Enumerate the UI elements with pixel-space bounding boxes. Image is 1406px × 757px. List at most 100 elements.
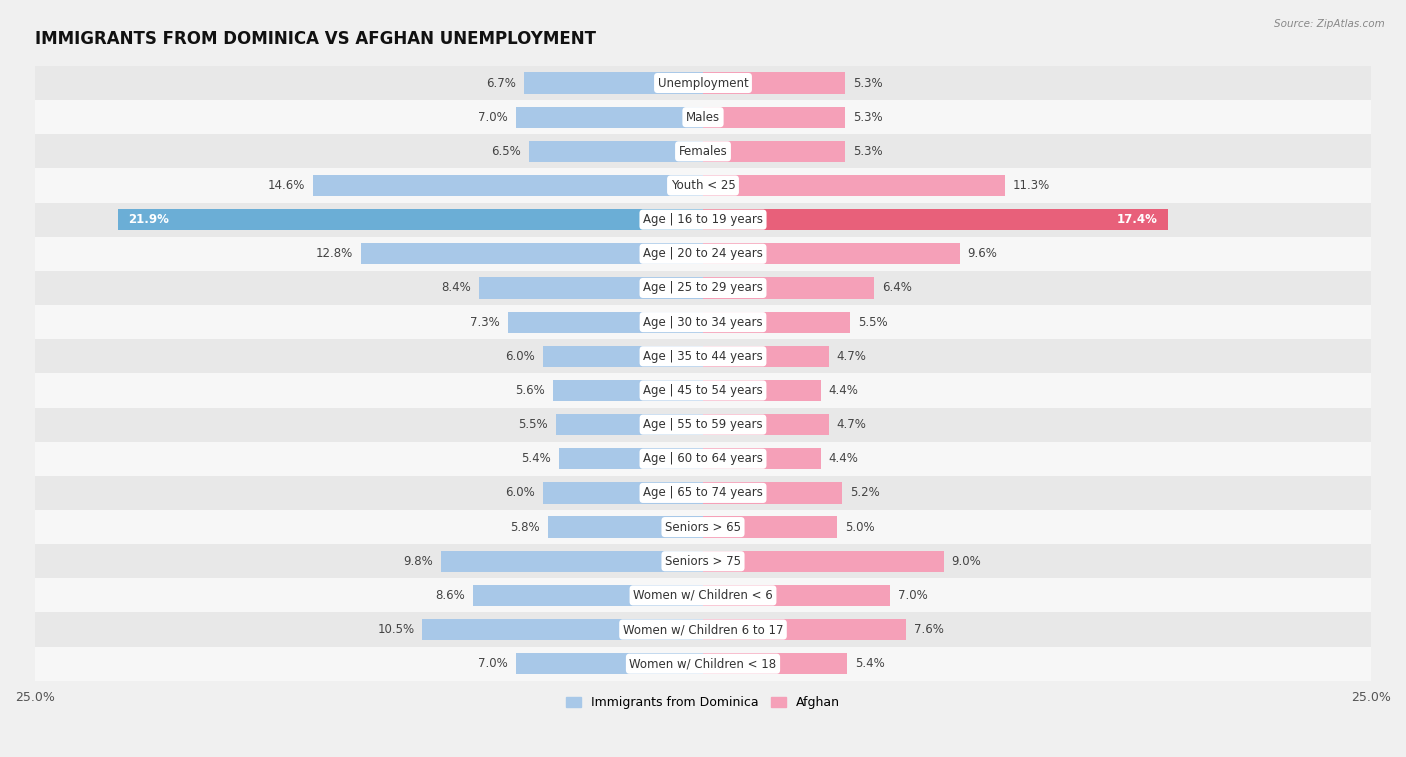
Text: 6.5%: 6.5% bbox=[492, 145, 522, 157]
Text: 17.4%: 17.4% bbox=[1116, 213, 1157, 226]
Bar bbox=[703, 243, 959, 264]
Bar bbox=[703, 516, 837, 537]
Bar bbox=[361, 243, 703, 264]
Bar bbox=[703, 448, 821, 469]
Bar bbox=[35, 612, 1371, 646]
Bar bbox=[703, 141, 845, 162]
Text: 12.8%: 12.8% bbox=[316, 248, 353, 260]
Text: 7.0%: 7.0% bbox=[478, 657, 508, 670]
Bar bbox=[474, 585, 703, 606]
Bar bbox=[516, 107, 703, 128]
Text: 9.8%: 9.8% bbox=[404, 555, 433, 568]
Bar bbox=[35, 510, 1371, 544]
Text: Age | 20 to 24 years: Age | 20 to 24 years bbox=[643, 248, 763, 260]
Text: Age | 45 to 54 years: Age | 45 to 54 years bbox=[643, 384, 763, 397]
Text: 5.5%: 5.5% bbox=[858, 316, 887, 329]
Text: 4.4%: 4.4% bbox=[828, 384, 859, 397]
Text: Females: Females bbox=[679, 145, 727, 157]
Text: IMMIGRANTS FROM DOMINICA VS AFGHAN UNEMPLOYMENT: IMMIGRANTS FROM DOMINICA VS AFGHAN UNEMP… bbox=[35, 30, 596, 48]
Text: 8.6%: 8.6% bbox=[436, 589, 465, 602]
Legend: Immigrants from Dominica, Afghan: Immigrants from Dominica, Afghan bbox=[561, 691, 845, 714]
Text: Women w/ Children < 18: Women w/ Children < 18 bbox=[630, 657, 776, 670]
Bar bbox=[35, 578, 1371, 612]
Text: 8.4%: 8.4% bbox=[440, 282, 471, 294]
Text: 5.3%: 5.3% bbox=[852, 76, 883, 89]
Bar bbox=[703, 585, 890, 606]
Text: 5.4%: 5.4% bbox=[522, 452, 551, 466]
Bar bbox=[35, 271, 1371, 305]
Bar bbox=[35, 168, 1371, 203]
Text: 6.0%: 6.0% bbox=[505, 487, 534, 500]
Text: 7.0%: 7.0% bbox=[478, 111, 508, 123]
Text: Age | 16 to 19 years: Age | 16 to 19 years bbox=[643, 213, 763, 226]
Bar bbox=[703, 619, 905, 640]
Bar bbox=[703, 277, 875, 298]
Bar bbox=[703, 482, 842, 503]
Bar bbox=[118, 209, 703, 230]
Bar bbox=[555, 414, 703, 435]
Bar bbox=[35, 476, 1371, 510]
Bar bbox=[478, 277, 703, 298]
Bar bbox=[558, 448, 703, 469]
Bar bbox=[703, 312, 851, 333]
Text: Age | 25 to 29 years: Age | 25 to 29 years bbox=[643, 282, 763, 294]
Bar bbox=[35, 203, 1371, 237]
Bar bbox=[703, 107, 845, 128]
Text: 6.4%: 6.4% bbox=[882, 282, 912, 294]
Text: Age | 55 to 59 years: Age | 55 to 59 years bbox=[643, 418, 763, 431]
Text: 5.3%: 5.3% bbox=[852, 145, 883, 157]
Bar bbox=[548, 516, 703, 537]
Text: 5.8%: 5.8% bbox=[510, 521, 540, 534]
Text: Age | 65 to 74 years: Age | 65 to 74 years bbox=[643, 487, 763, 500]
Bar bbox=[35, 407, 1371, 441]
Text: 5.6%: 5.6% bbox=[516, 384, 546, 397]
Bar bbox=[35, 100, 1371, 134]
Text: Source: ZipAtlas.com: Source: ZipAtlas.com bbox=[1274, 19, 1385, 29]
Bar bbox=[441, 550, 703, 572]
Text: 10.5%: 10.5% bbox=[377, 623, 415, 636]
Text: 7.0%: 7.0% bbox=[898, 589, 928, 602]
Text: 14.6%: 14.6% bbox=[267, 179, 305, 192]
Text: 7.6%: 7.6% bbox=[914, 623, 943, 636]
Bar bbox=[529, 141, 703, 162]
Text: 4.7%: 4.7% bbox=[837, 418, 866, 431]
Bar bbox=[35, 339, 1371, 373]
Text: 5.4%: 5.4% bbox=[855, 657, 884, 670]
Text: Age | 30 to 34 years: Age | 30 to 34 years bbox=[643, 316, 763, 329]
Bar bbox=[703, 73, 845, 94]
Bar bbox=[703, 653, 848, 674]
Bar bbox=[35, 237, 1371, 271]
Bar bbox=[703, 346, 828, 367]
Bar bbox=[35, 373, 1371, 407]
Bar bbox=[524, 73, 703, 94]
Text: 5.3%: 5.3% bbox=[852, 111, 883, 123]
Bar bbox=[703, 175, 1005, 196]
Text: 5.0%: 5.0% bbox=[845, 521, 875, 534]
Bar bbox=[35, 66, 1371, 100]
Bar bbox=[35, 646, 1371, 681]
Text: 11.3%: 11.3% bbox=[1012, 179, 1050, 192]
Text: Age | 35 to 44 years: Age | 35 to 44 years bbox=[643, 350, 763, 363]
Bar bbox=[703, 550, 943, 572]
Text: 9.6%: 9.6% bbox=[967, 248, 997, 260]
Bar bbox=[314, 175, 703, 196]
Text: Youth < 25: Youth < 25 bbox=[671, 179, 735, 192]
Text: Women w/ Children < 6: Women w/ Children < 6 bbox=[633, 589, 773, 602]
Bar bbox=[516, 653, 703, 674]
Text: 4.4%: 4.4% bbox=[828, 452, 859, 466]
Text: Women w/ Children 6 to 17: Women w/ Children 6 to 17 bbox=[623, 623, 783, 636]
Text: Males: Males bbox=[686, 111, 720, 123]
Text: 21.9%: 21.9% bbox=[128, 213, 169, 226]
Bar bbox=[543, 346, 703, 367]
Text: 6.0%: 6.0% bbox=[505, 350, 534, 363]
Bar bbox=[554, 380, 703, 401]
Bar bbox=[35, 544, 1371, 578]
Text: 9.0%: 9.0% bbox=[952, 555, 981, 568]
Bar bbox=[35, 441, 1371, 476]
Bar bbox=[703, 209, 1168, 230]
Text: 6.7%: 6.7% bbox=[486, 76, 516, 89]
Bar bbox=[543, 482, 703, 503]
Text: Unemployment: Unemployment bbox=[658, 76, 748, 89]
Text: Age | 60 to 64 years: Age | 60 to 64 years bbox=[643, 452, 763, 466]
Text: 5.2%: 5.2% bbox=[851, 487, 880, 500]
